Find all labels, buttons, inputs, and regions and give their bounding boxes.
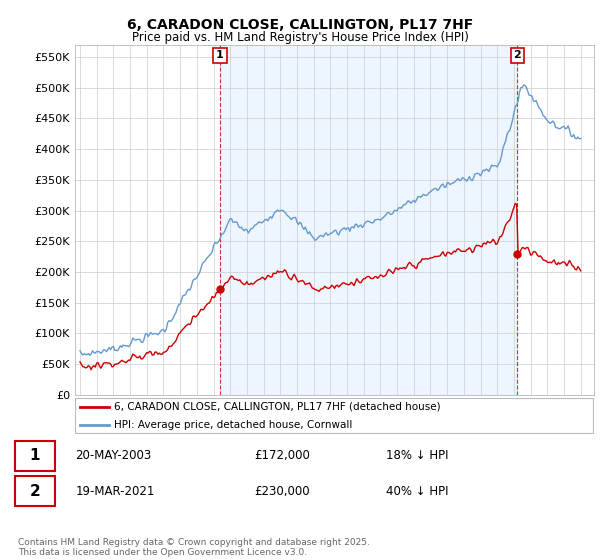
FancyBboxPatch shape bbox=[15, 441, 55, 471]
Text: Contains HM Land Registry data © Crown copyright and database right 2025.
This d: Contains HM Land Registry data © Crown c… bbox=[18, 538, 370, 557]
Text: Price paid vs. HM Land Registry's House Price Index (HPI): Price paid vs. HM Land Registry's House … bbox=[131, 31, 469, 44]
Text: 1: 1 bbox=[216, 50, 224, 60]
Text: 6, CARADON CLOSE, CALLINGTON, PL17 7HF: 6, CARADON CLOSE, CALLINGTON, PL17 7HF bbox=[127, 18, 473, 32]
Text: 20-MAY-2003: 20-MAY-2003 bbox=[76, 449, 152, 462]
Text: 40% ↓ HPI: 40% ↓ HPI bbox=[386, 485, 449, 498]
Text: £172,000: £172,000 bbox=[254, 449, 310, 462]
Text: 6, CARADON CLOSE, CALLINGTON, PL17 7HF (detached house): 6, CARADON CLOSE, CALLINGTON, PL17 7HF (… bbox=[114, 402, 440, 412]
FancyBboxPatch shape bbox=[15, 476, 55, 506]
Text: 1: 1 bbox=[30, 448, 40, 463]
Text: 2: 2 bbox=[29, 484, 40, 499]
Text: £230,000: £230,000 bbox=[254, 485, 310, 498]
Text: 18% ↓ HPI: 18% ↓ HPI bbox=[386, 449, 449, 462]
Bar bbox=[220, 45, 517, 395]
FancyBboxPatch shape bbox=[75, 398, 593, 433]
Text: 2: 2 bbox=[514, 50, 521, 60]
Text: HPI: Average price, detached house, Cornwall: HPI: Average price, detached house, Corn… bbox=[114, 420, 352, 430]
Text: 19-MAR-2021: 19-MAR-2021 bbox=[76, 485, 155, 498]
